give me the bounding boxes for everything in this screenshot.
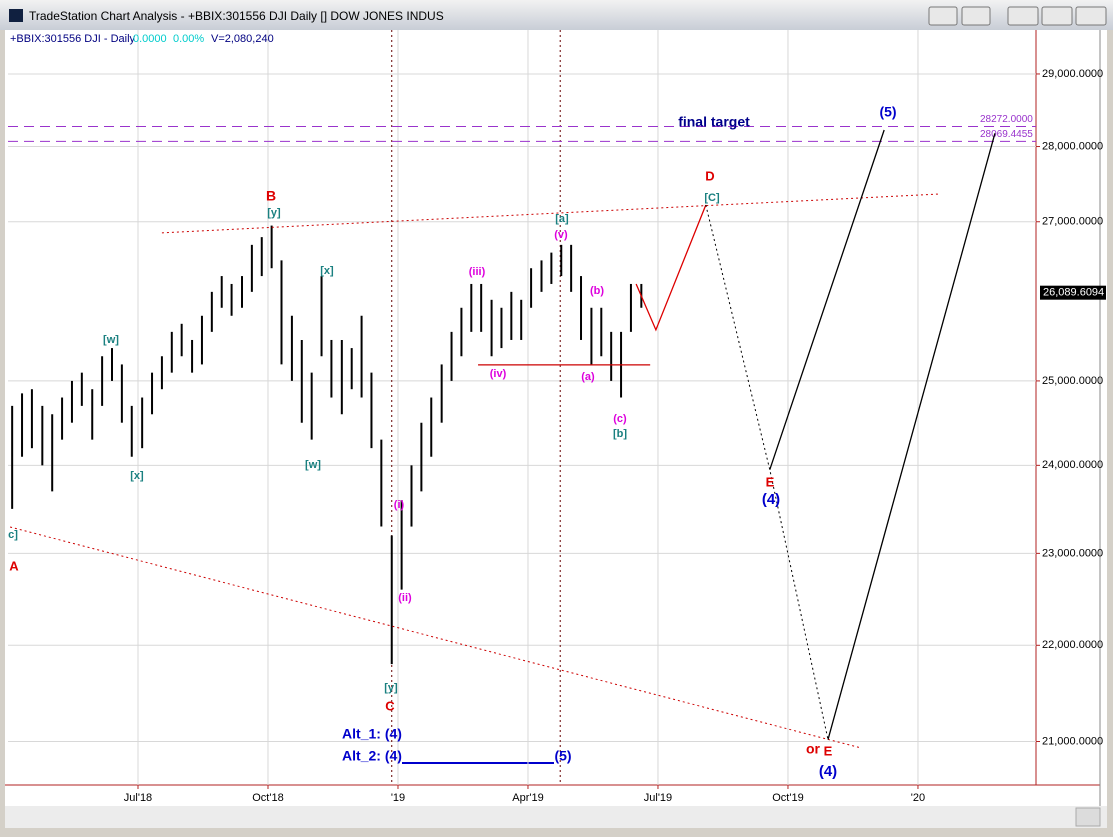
wave-label: (4) [819, 763, 837, 780]
y-tick-label: 25,000.0000 [1042, 375, 1103, 387]
i-button[interactable] [961, 6, 991, 26]
y-tick-label: 24,000.0000 [1042, 459, 1103, 471]
wave-label: (b) [590, 285, 604, 297]
wave-label: (4) [762, 491, 780, 508]
wave-label: [x] [130, 470, 144, 482]
x-tick-label: '20 [911, 792, 925, 804]
wave-label: [y] [267, 207, 281, 219]
change: 0.0000 [133, 33, 167, 45]
wave-label: [w] [103, 334, 119, 346]
x-tick-label: Jul'19 [644, 792, 672, 804]
wave-label: C [385, 698, 395, 713]
wave-label: (i) [394, 499, 405, 511]
wave-label: (a) [581, 371, 595, 383]
target-label: 28069.4455 [980, 129, 1033, 140]
wave-label: A [9, 558, 19, 573]
last-price-label: 26,089.6094 [1043, 287, 1104, 299]
wave-label: c] [8, 529, 18, 541]
y-tick-label: 28,000.0000 [1042, 140, 1103, 152]
wave-label: [C] [704, 192, 720, 204]
y-tick-label: 27,000.0000 [1042, 216, 1103, 228]
plot: 29,000.0000 28,000.0000 27,000.0000 25,000.… [8, 30, 1106, 804]
x-tick-label: Apr'19 [512, 792, 543, 804]
y-tick-label: 22,000.0000 [1042, 639, 1103, 651]
wave-label: (5) [554, 748, 571, 764]
wave-label: (5) [879, 104, 896, 120]
wave-label: (iii) [469, 266, 486, 278]
maximize-button[interactable] [1041, 6, 1073, 26]
change-pct: 0.00% [173, 33, 204, 45]
close-button[interactable] [1075, 6, 1107, 26]
wave-label: B [266, 188, 276, 204]
x-tick-label: '19 [391, 792, 405, 804]
wave-label: Alt_1: (4) [342, 726, 402, 742]
wave-label: E [824, 743, 833, 758]
wave-label: final target [678, 114, 750, 130]
y-tick-label: 23,000.0000 [1042, 547, 1103, 559]
wave-label: (iv) [490, 368, 507, 380]
projection-line [769, 129, 885, 470]
projection-line [635, 204, 707, 332]
wave-label: Alt_2: (4) [342, 748, 402, 764]
projection-line [9, 526, 860, 749]
x-tick-label: Jul'18 [124, 792, 152, 804]
wave-label: (c) [613, 413, 627, 425]
y-tick-label: 29,000.0000 [1042, 68, 1103, 80]
y-tick-label: 21,000.0000 [1042, 735, 1103, 747]
wave-label: (ii) [398, 592, 412, 604]
projection-line [705, 204, 829, 740]
wave-label: (v) [554, 229, 568, 241]
wave-label: [a] [555, 213, 569, 225]
app-icon [9, 9, 23, 22]
wave-label: [w] [305, 459, 321, 471]
wave-label: D [705, 168, 714, 183]
x-tick-label: Oct'18 [252, 792, 283, 804]
wave-label: [y] [384, 682, 398, 694]
window-title: TradeStation Chart Analysis - +BBIX:3015… [29, 9, 444, 23]
projection-line [827, 133, 996, 740]
s-button[interactable] [928, 6, 958, 26]
scroll-thumb[interactable] [1075, 807, 1101, 827]
last-price-box [1040, 285, 1106, 300]
scrollbar[interactable] [5, 806, 1107, 828]
plot-bg [5, 30, 1107, 806]
wave-label: [b] [613, 428, 627, 440]
volume: V=2,080,240 [211, 33, 274, 45]
x-tick-label: Oct'19 [772, 792, 803, 804]
wave-label: E [766, 474, 775, 489]
symbol: +BBIX:301556 DJI - Daily [10, 33, 136, 45]
target-label: 28272.0000 [980, 114, 1033, 125]
wave-label: or [806, 741, 821, 757]
title-bar [0, 0, 1113, 30]
wave-label: [x] [320, 265, 334, 277]
minimize-button[interactable] [1007, 6, 1039, 26]
